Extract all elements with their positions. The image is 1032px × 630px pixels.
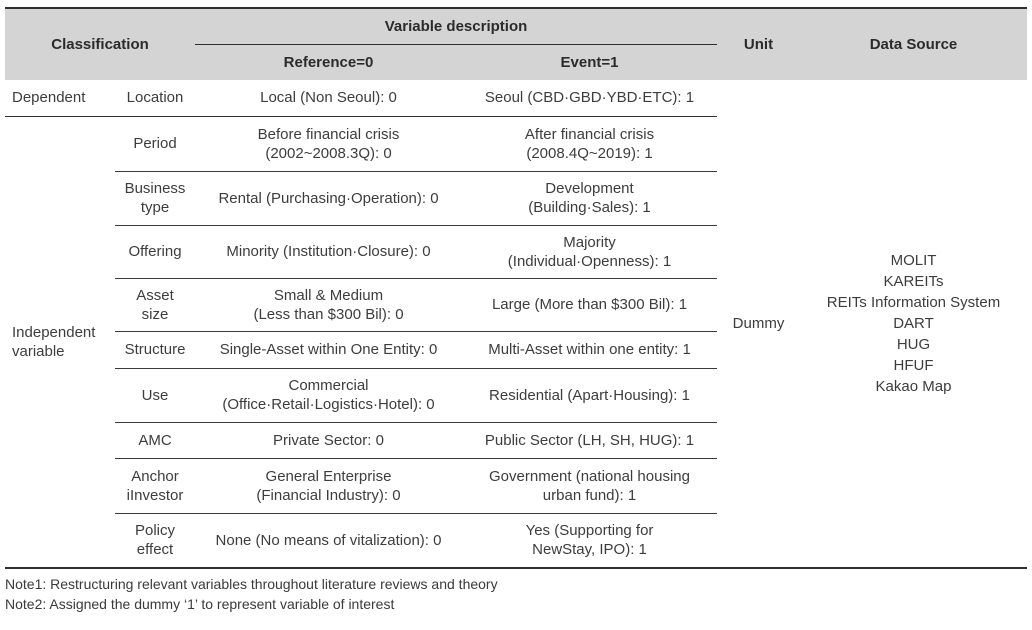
cell-event-policy-effect: Yes (Supporting for NewStay, IPO): 1 (525, 522, 654, 559)
header-data-source: Data Source (800, 8, 1027, 80)
cell-reference-amc: Private Sector: 0 (195, 422, 462, 459)
cell-reference-use: Commercial (Office·Retail·Logistics·Hote… (195, 368, 462, 423)
paper-table-page: Classification Variable description Unit… (5, 7, 1027, 614)
table-notes: Note1: Restructuring relevant variables … (5, 574, 1027, 614)
cell-variable-asset-size: Asset size (115, 278, 195, 332)
table-row-offering: Offering Minority (Institution·Closure):… (5, 225, 1027, 279)
cell-variable-offering: Offering (115, 225, 195, 279)
variable-description-table: Classification Variable description Unit… (5, 7, 1027, 569)
cell-reference-location: Local (Non Seoul): 0 (195, 80, 462, 117)
header-variable-description: Variable description (195, 8, 717, 45)
note-1: Note1: Restructuring relevant variables … (5, 576, 498, 592)
table-row-period: Independent variable Period Before finan… (5, 116, 1027, 360)
table-row-amc: AMC Private Sector: 0 Public Sector (LH,… (5, 422, 1027, 459)
cell-variable-anchor-investor: Anchor iInvestor (115, 458, 195, 514)
cell-event-offering: Majority (Individual·Openness): 1 (462, 225, 717, 279)
cell-variable-amc: AMC (115, 422, 195, 459)
cell-variable-use: Use (115, 368, 195, 423)
header-event: Event=1 (462, 44, 717, 80)
table-header: Classification Variable description Unit… (5, 8, 1027, 80)
cell-variable-policy-effect: Policy effect (134, 522, 175, 559)
cell-reference-offering: Minority (Institution·Closure): 0 (195, 225, 462, 279)
cell-event-use: Residential (Apart·Housing): 1 (462, 368, 717, 423)
cell-event-asset-size: Large (More than $300 Bil): 1 (462, 278, 717, 332)
cell-classification-dependent: Dependent (5, 80, 115, 117)
table-row-structure: Structure Single-Asset within One Entity… (5, 331, 1027, 369)
header-unit: Unit (717, 8, 800, 80)
cell-reference-asset-size: Small & Medium (Less than $300 Bil): 0 (195, 278, 462, 332)
cell-reference-anchor-investor: General Enterprise (Financial Industry):… (195, 458, 462, 514)
cell-event-amc: Public Sector (LH, SH, HUG): 1 (462, 422, 717, 459)
cell-variable-location: Location (115, 80, 195, 117)
table-row-business-type: Business type Rental (Purchasing·Operati… (5, 171, 1027, 226)
cell-reference-structure: Single-Asset within One Entity: 0 (195, 331, 462, 369)
cell-classification-independent: Independent variable (12, 323, 96, 360)
cell-event-period: After financial crisis (2008.4Q~2019): 1 (462, 116, 717, 172)
cell-unit-dummy: Dummy (732, 315, 785, 332)
cell-reference-business-type: Rental (Purchasing·Operation): 0 (195, 171, 462, 226)
header-row-2: Reference=0 Event=1 (5, 44, 1027, 80)
cell-event-business-type: Development (Building·Sales): 1 (462, 171, 717, 226)
cell-event-anchor-investor: Government (national housing urban fund)… (462, 458, 717, 514)
header-classification: Classification (5, 8, 195, 80)
table-row-anchor-investor: Anchor iInvestor General Enterprise (Fin… (5, 458, 1027, 514)
cell-reference-period: Before financial crisis (2002~2008.3Q): … (195, 116, 462, 172)
table-row-use: Use Commercial (Office·Retail·Logistics·… (5, 368, 1027, 423)
table-row-location: Dependent Location Local (Non Seoul): 0 … (5, 80, 1027, 395)
table-row-policy-effect: Policy effect None (No means of vitaliza… (5, 513, 1027, 568)
header-row-1: Classification Variable description Unit… (5, 8, 1027, 80)
table-row-asset-size: Asset size Small & Medium (Less than $30… (5, 278, 1027, 332)
cell-variable-structure: Structure (115, 331, 195, 369)
cell-variable-business-type: Business type (115, 171, 195, 226)
cell-data-sources: MOLIT KAREITs REITs Information System D… (826, 252, 1001, 395)
cell-variable-period: Period (115, 116, 195, 172)
note-2: Note2: Assigned the dummy ‘1’ to represe… (5, 596, 395, 612)
cell-reference-policy-effect: None (No means of vitalization): 0 (215, 531, 442, 549)
cell-event-structure: Multi-Asset within one entity: 1 (462, 331, 717, 369)
header-reference: Reference=0 (195, 44, 462, 80)
cell-event-location: Seoul (CBD·GBD·YBD·ETC): 1 (462, 80, 717, 117)
